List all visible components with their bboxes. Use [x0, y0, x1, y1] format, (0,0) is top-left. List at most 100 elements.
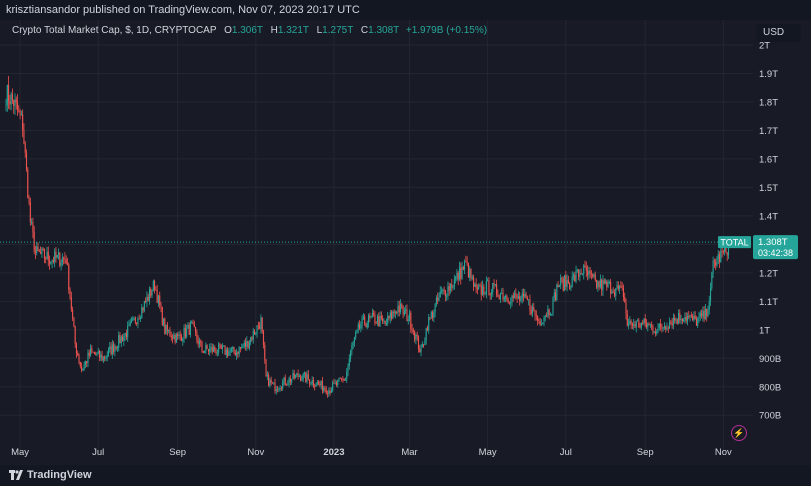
y-tick-label: 1.8T — [759, 97, 778, 108]
candle-body — [439, 291, 441, 298]
candle-body — [134, 318, 136, 323]
candle-body — [156, 290, 158, 303]
candle-body — [485, 281, 487, 294]
candle-body — [630, 320, 632, 324]
candle-body — [702, 310, 704, 317]
candle-body — [57, 252, 60, 255]
change-value: +1.979B (+0.15%) — [405, 25, 488, 36]
candle-body — [462, 267, 464, 270]
candle-body — [338, 377, 340, 380]
candle-body — [569, 283, 571, 289]
candle-body — [49, 260, 51, 264]
currency-button[interactable]: USD — [757, 24, 801, 42]
candle-body — [690, 315, 692, 317]
candle-body — [634, 324, 636, 328]
candle-body — [64, 258, 66, 260]
candle-body — [212, 347, 215, 352]
candle-body — [572, 275, 575, 277]
candle-body — [66, 263, 69, 265]
candle-body — [333, 382, 335, 384]
candle-body — [218, 344, 220, 353]
candle-body — [636, 320, 639, 322]
candle-body — [164, 318, 166, 334]
candle-body — [284, 377, 286, 385]
candle-body — [494, 284, 496, 285]
candle-body — [657, 328, 659, 332]
candle-body — [375, 322, 377, 324]
candle-body — [707, 309, 709, 317]
candle-body — [493, 283, 495, 285]
candle-body — [711, 272, 713, 288]
candle-body — [704, 308, 706, 320]
tradingview-logo[interactable]: TradingView — [9, 469, 92, 481]
candle-body — [356, 329, 358, 333]
lightning-icon[interactable]: ⚡ — [731, 425, 747, 441]
candle-body — [246, 340, 248, 347]
candle-body — [376, 316, 379, 324]
candle-body — [25, 152, 28, 170]
candle-body — [251, 337, 253, 340]
candle-body — [209, 348, 211, 352]
y-tick-label: 1.2T — [759, 268, 778, 279]
candle-body — [703, 310, 705, 320]
x-tick-label: Jul — [92, 447, 104, 458]
candle-body — [715, 262, 717, 266]
candle-body — [271, 382, 273, 384]
candle-body — [45, 258, 47, 260]
candle-body — [501, 292, 503, 294]
candle-body — [96, 353, 98, 355]
candle-body — [229, 351, 231, 353]
candle-body — [192, 322, 194, 324]
candle-body — [597, 281, 599, 288]
candle-body — [554, 292, 557, 300]
candle-body — [531, 307, 534, 314]
candle-body — [280, 388, 282, 390]
candle-body — [604, 281, 607, 284]
candle-body — [92, 351, 94, 353]
candle-body — [364, 316, 366, 325]
candle-body — [626, 314, 628, 326]
candle-body — [362, 316, 364, 318]
candle-body — [380, 316, 382, 319]
candle-body — [510, 302, 512, 304]
candle-body — [265, 359, 267, 377]
candle-body — [566, 280, 568, 287]
candle-body — [607, 282, 609, 287]
candle-body — [228, 351, 230, 356]
candle-body — [173, 334, 175, 339]
candle-body — [214, 347, 216, 351]
candle-body — [54, 251, 56, 262]
candle-body — [496, 284, 498, 295]
x-tick-label: Nov — [715, 447, 732, 458]
y-tick-label: 700B — [759, 411, 781, 422]
candle-body — [351, 344, 353, 351]
candle-body — [348, 358, 350, 366]
candle-body — [663, 326, 665, 328]
candle-body — [447, 286, 449, 296]
candle-body — [515, 293, 517, 296]
candle-body — [517, 296, 519, 299]
candle-body — [451, 284, 453, 288]
candle-body — [321, 380, 323, 391]
candle-body — [579, 273, 581, 277]
candle-body — [292, 372, 294, 380]
candle-body — [43, 249, 45, 259]
candle-body — [399, 304, 402, 312]
candle-body — [708, 301, 710, 310]
candle-body — [465, 261, 467, 263]
candle-body — [224, 345, 226, 355]
candle-body — [75, 343, 78, 354]
candle-body — [323, 387, 325, 391]
candle-body — [598, 281, 600, 288]
candle-body — [16, 102, 19, 111]
candle-body — [567, 280, 569, 284]
candle-body — [619, 285, 621, 289]
candle-body — [722, 251, 724, 253]
candle-body — [236, 351, 238, 356]
candle-body — [119, 335, 121, 344]
candle-body — [270, 379, 272, 383]
candle-body — [352, 342, 354, 345]
candle-body — [207, 349, 209, 352]
candle-body — [499, 293, 502, 300]
